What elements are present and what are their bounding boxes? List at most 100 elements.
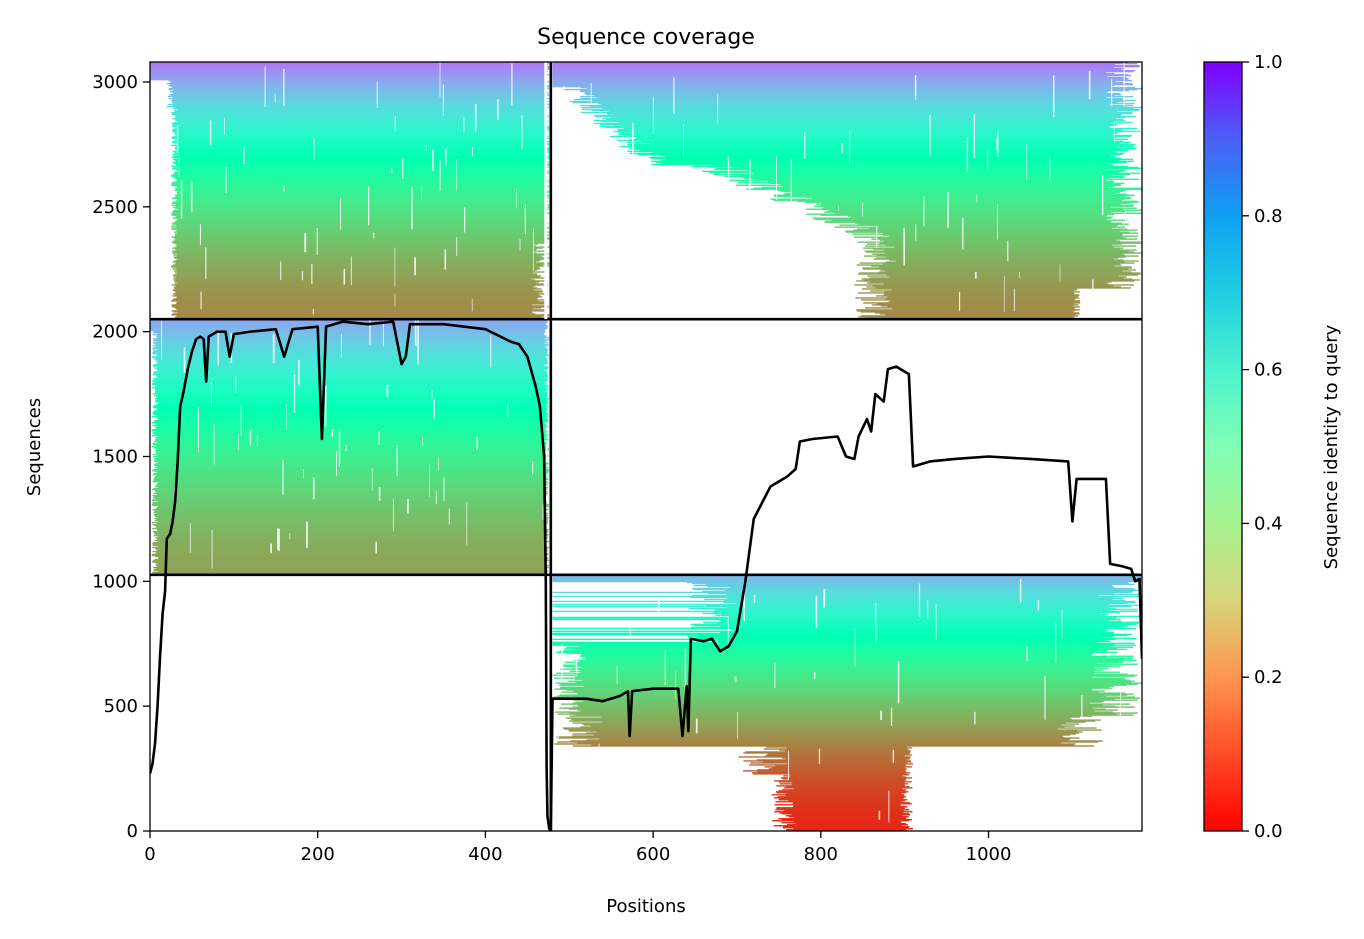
heatmap-stripe [155,497,545,500]
x-tick-label: 800 [804,844,838,865]
heatmap-stripe [155,423,545,425]
heatmap-stripe [151,521,545,524]
heatmap-stripe [176,249,537,251]
heatmap-stripe [720,613,1109,616]
heatmap-stripe [554,688,1093,690]
heatmap-stripe [856,310,1076,312]
heatmap-stripe [155,358,548,360]
heatmap-stripe [173,155,550,158]
heatmap-stripe [157,385,549,387]
heatmap-stripe [635,146,1114,149]
heatmap-stripe [177,218,546,220]
heatmap-stripe [171,225,547,227]
heatmap-stripe [781,757,911,759]
heatmap-stripe [176,296,543,298]
heatmap-stripe [627,150,1114,153]
heatmap-stripe [158,418,548,420]
heatmap-stripe [153,472,547,475]
heatmap-stripe [871,304,1079,306]
heatmap-stripe [176,243,538,245]
heatmap-stripe [739,174,1111,177]
heatmap-stripe [152,496,545,499]
heatmap-stripe [793,788,903,790]
heatmap-stripe [153,487,547,490]
heatmap-stripe [155,533,549,536]
heatmap-stripe [157,360,548,362]
heatmap-stripe [554,711,1113,713]
heatmap-stripe [720,631,1114,634]
heatmap-stripe [171,197,549,199]
heatmap-stripe [157,442,548,444]
heatmap-stripe [866,251,1135,253]
heatmap-stripe [714,609,1111,612]
heatmap-stripe [150,74,546,77]
heatmap-stripe [776,808,905,810]
heatmap-stripe [867,282,1107,284]
heatmap-stripe [170,111,545,114]
heatmap-stripe [883,283,1109,285]
heatmap-stripe [154,463,547,466]
heatmap-stripe [155,440,545,442]
heatmap-stripe [150,78,547,81]
heatmap-stripe [152,550,546,553]
heatmap-stripe [154,410,546,412]
heatmap-stripe [563,665,1121,667]
heatmap-stripe [154,470,549,473]
heatmap-stripe [157,562,545,565]
heatmap-stripe [637,153,1122,156]
heatmap-stripe [652,163,1112,166]
heatmap-stripe [154,539,547,542]
heatmap-stripe [775,791,909,793]
heatmap-stripe [152,412,547,414]
heatmap-stripe [863,247,1124,249]
heatmap-stripe [171,156,547,159]
heatmap-stripe [169,90,546,93]
heatmap-stripe [177,312,533,314]
heatmap-stripe [591,109,1140,112]
heatmap-stripe [686,581,1129,584]
heatmap-stripe [608,110,1118,113]
heatmap-stripe [863,255,1139,257]
heatmap-stripe [154,339,549,341]
heatmap-stripe [172,206,550,208]
heatmap-stripe [576,742,1062,744]
heatmap-stripe [556,672,1095,674]
heatmap-stripe [585,91,1108,94]
heatmap-stripe [885,298,1076,300]
heatmap-stripe [154,510,546,513]
heatmap-stripe [151,387,546,389]
heatmap-stripe [155,458,548,461]
heatmap-stripe [581,653,1093,655]
colorbar-label: Sequence identity to query [1321,324,1342,569]
heatmap-stripe [154,379,548,381]
heatmap-stripe [173,121,546,124]
heatmap-stripe [735,602,1128,605]
heatmap-stripe [555,682,1142,684]
heatmap-stripe [156,491,547,494]
heatmap-stripe [154,476,547,479]
heatmap-stripe [852,233,1123,235]
heatmap-stripe [805,208,1123,210]
heatmap-stripe [177,108,546,111]
heatmap-stripe [153,421,548,423]
heatmap-stripe [175,215,545,217]
heatmap-stripe [580,726,1065,728]
heatmap-stripe [568,729,1102,731]
heatmap-stripe [582,723,1079,725]
heatmap-stripe [171,175,546,178]
heatmap-stripe [606,112,1132,115]
heatmap-stripe [154,439,549,441]
heatmap-stripe [729,179,1107,182]
heatmap-stripe [783,826,910,828]
heatmap-stripe [580,86,1136,89]
heatmap-stripe [153,342,549,344]
heatmap-stripe [874,312,1080,314]
heatmap-stripe [552,63,1138,65]
heatmap-stripe [156,465,546,468]
heatmap-stripe [176,224,548,226]
heatmap-stripe [599,123,1118,126]
heatmap-stripe [150,65,550,68]
heatmap-stripe [152,393,548,395]
heatmap-stripe [174,238,550,240]
heatmap-stripe [156,367,549,369]
